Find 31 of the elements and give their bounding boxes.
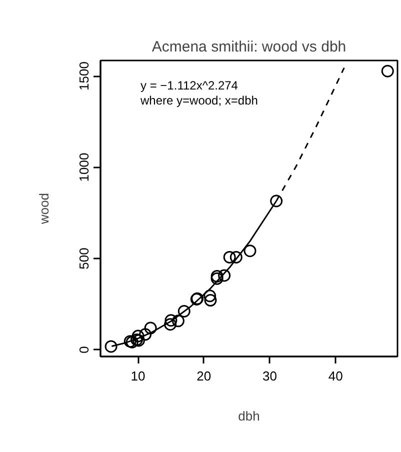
point [204, 290, 216, 302]
y-tick-label: 0 [76, 346, 92, 354]
x-tick-label: 10 [130, 368, 146, 384]
point [210, 272, 224, 285]
y-tick-label: 1000 [76, 152, 92, 182]
point [204, 294, 217, 307]
point [381, 64, 394, 78]
point [132, 330, 144, 342]
point [172, 314, 184, 328]
y-axis-title: wood [36, 192, 52, 226]
x-tick-label: 30 [262, 368, 277, 384]
y-tick-label: 500 [76, 248, 92, 270]
point [270, 194, 283, 208]
annotation: where y=wood; x=dbh [140, 94, 258, 108]
point [218, 269, 231, 282]
point [230, 250, 242, 264]
point [244, 244, 256, 258]
point [144, 322, 157, 334]
point [178, 305, 190, 318]
point [164, 314, 178, 327]
chart-title: Acmena smithii: wood vs dbh [152, 38, 346, 56]
y-tick-label: 1500 [76, 62, 92, 90]
point [210, 270, 224, 282]
x-axis-title: dbh [238, 408, 260, 424]
x-tick-label: 40 [328, 368, 343, 384]
point [139, 328, 152, 341]
point [164, 318, 177, 331]
x-tick-label: 20 [196, 368, 212, 384]
point [223, 250, 236, 264]
point [104, 340, 118, 353]
annotation: y = −1.112x^2.274 [140, 78, 238, 92]
